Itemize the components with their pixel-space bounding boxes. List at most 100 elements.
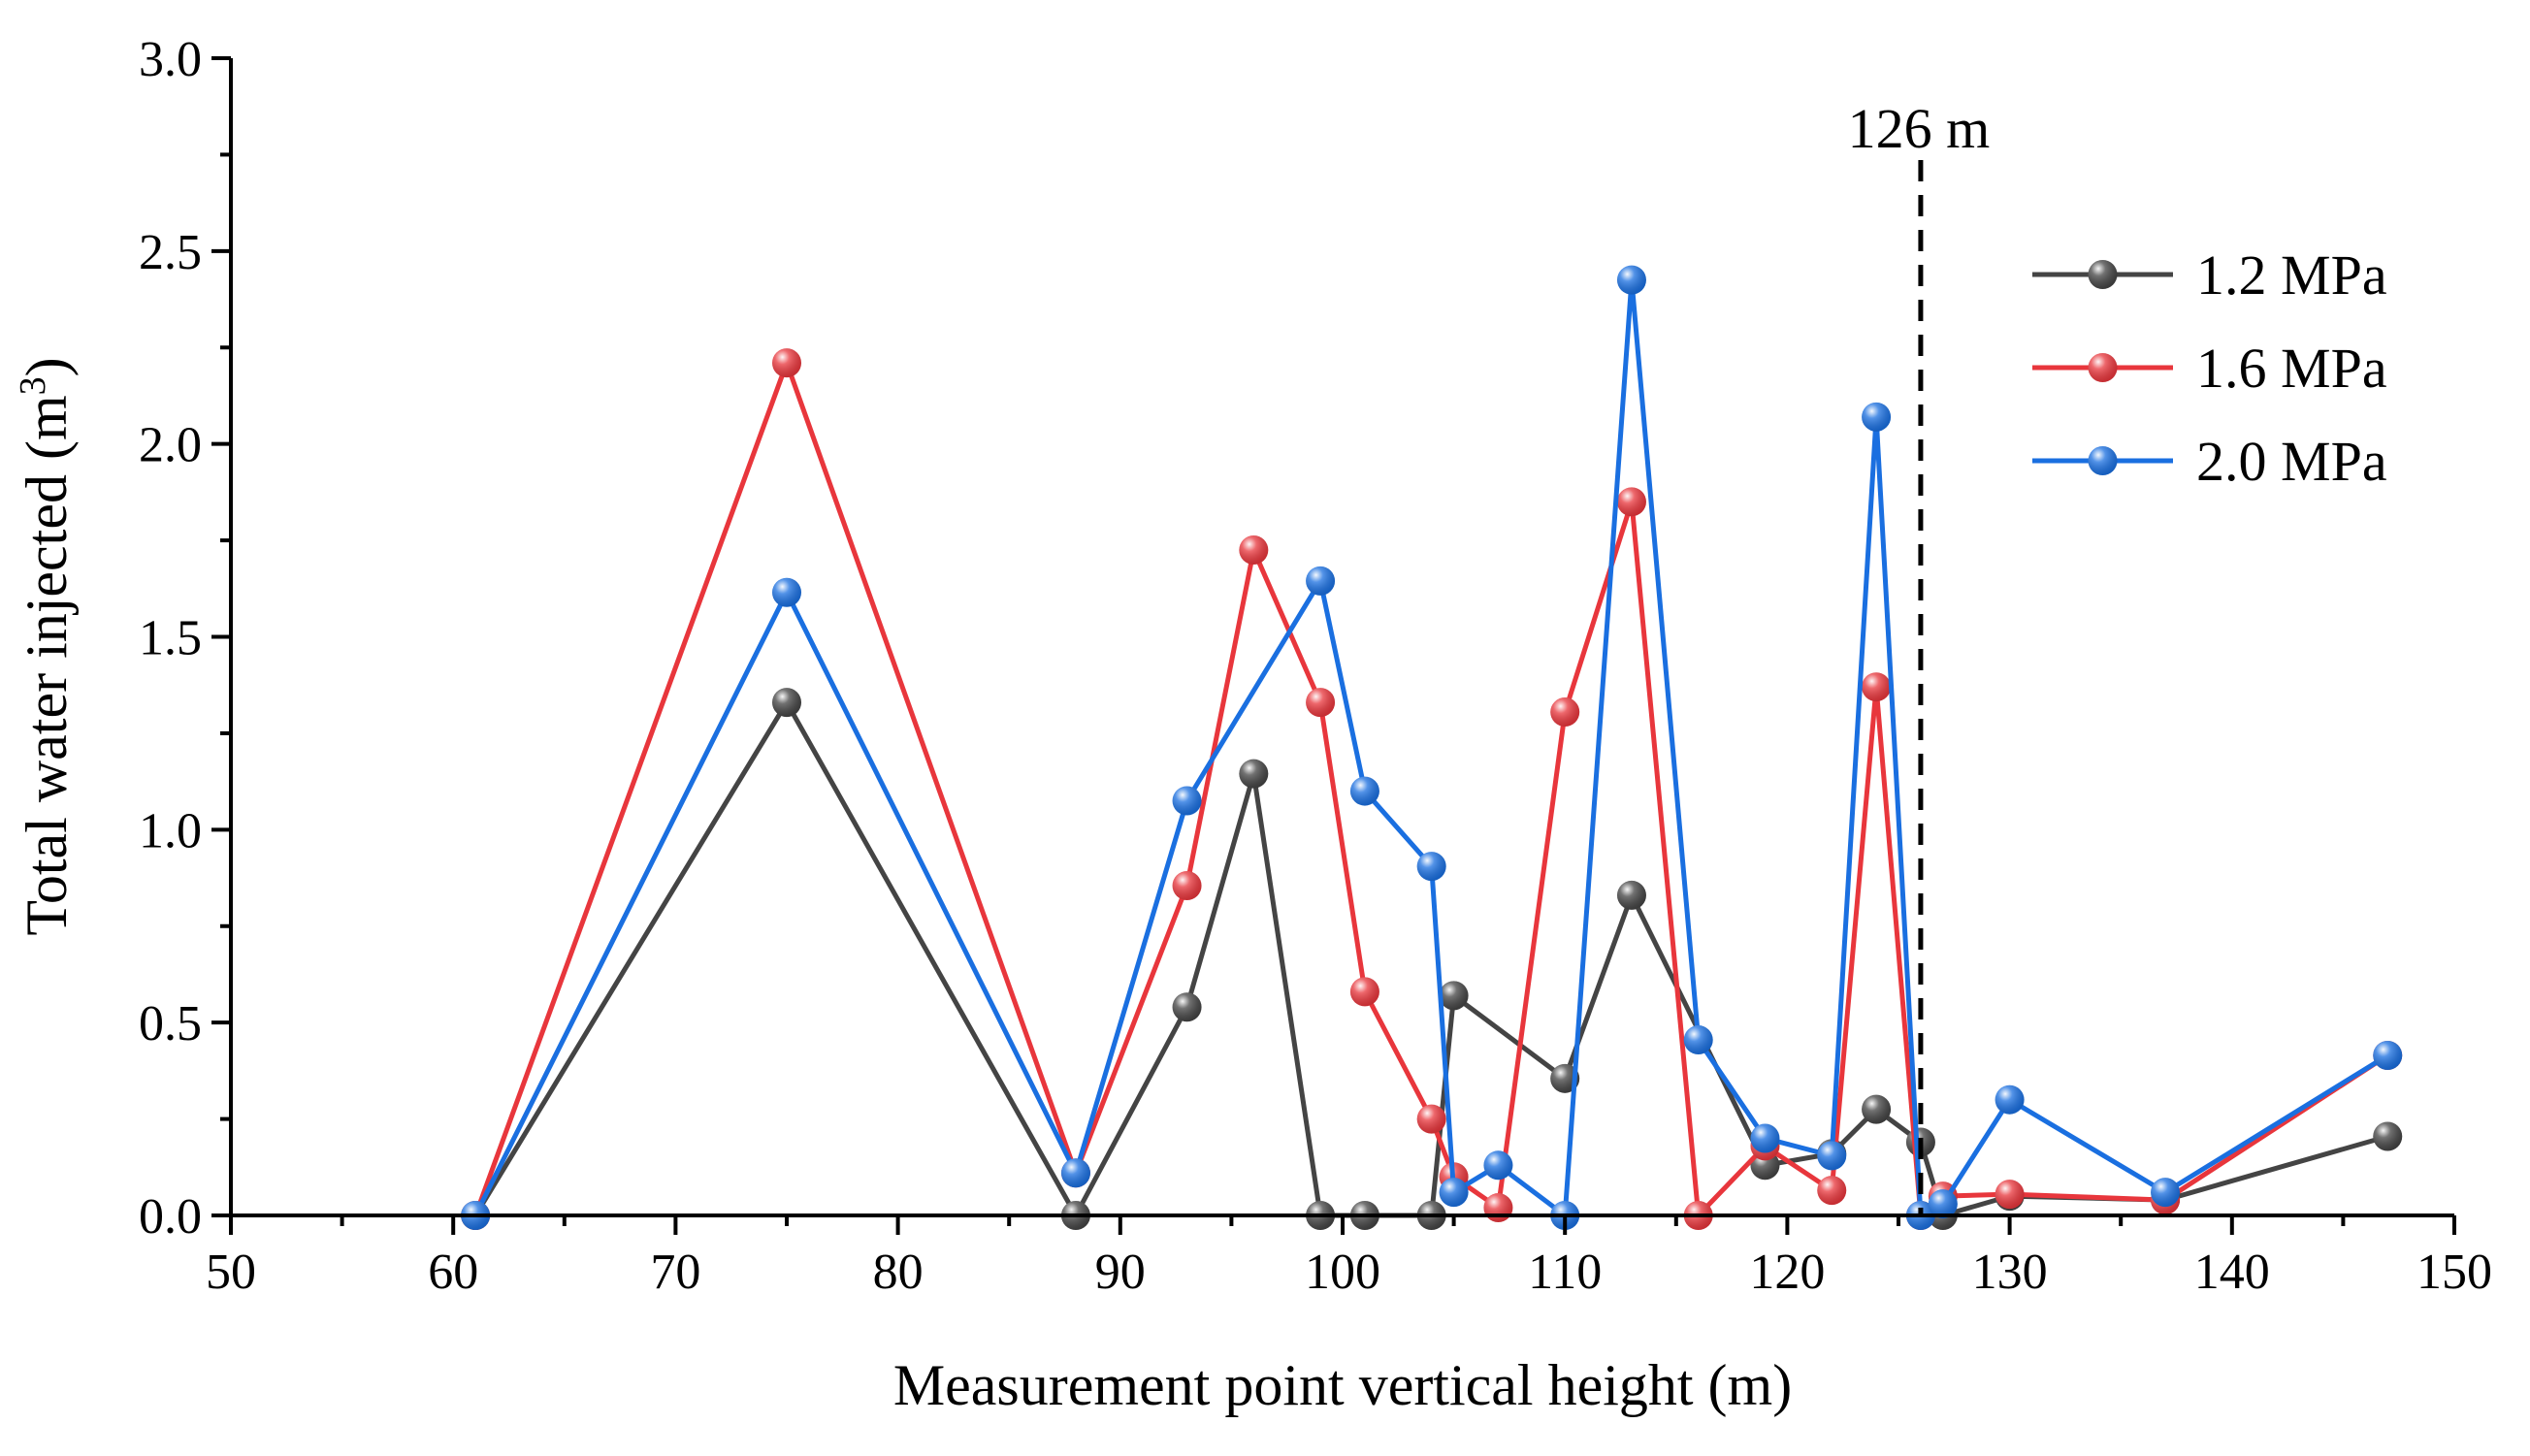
data-point: [772, 688, 801, 718]
data-point-shine: [1483, 1150, 1513, 1181]
data-point-shine: [1862, 672, 1892, 702]
data-point-shine: [1550, 697, 1580, 728]
data-point-shine: [1683, 1025, 1713, 1055]
data-point: [1416, 852, 1446, 882]
data-point: [1550, 697, 1580, 728]
x-tick-label: 70: [650, 1245, 700, 1300]
data-point: [2151, 1178, 2181, 1208]
x-tick-label: 60: [428, 1245, 478, 1300]
y-tick-label: 2.5: [139, 225, 202, 280]
data-point-shine: [1750, 1123, 1780, 1153]
y-tick-label: 0.0: [139, 1189, 202, 1245]
data-point-shine: [1349, 977, 1379, 1007]
data-point-shine: [1862, 402, 1892, 432]
y-axis-title: Total water injected (m3): [13, 357, 79, 935]
data-point-shine: [2373, 1040, 2403, 1070]
data-point-shine: [2151, 1178, 2181, 1208]
data-point: [1862, 672, 1892, 702]
y-tick-label: 0.5: [139, 996, 202, 1052]
data-point-shine: [1995, 1084, 2025, 1115]
data-point: [1616, 487, 1646, 517]
data-point-shine: [772, 688, 801, 718]
data-point: [1349, 776, 1379, 806]
data-point: [1172, 992, 1202, 1022]
x-tick-label: 140: [2194, 1245, 2270, 1300]
data-point: [1750, 1123, 1780, 1153]
legend-item: 2.0 MPa: [2032, 430, 2387, 493]
x-tick-label: 100: [1305, 1245, 1380, 1300]
data-point: [1483, 1193, 1513, 1223]
series-1-2-mpa: [461, 688, 2403, 1230]
series-layer: [461, 265, 2403, 1230]
data-point: [1349, 977, 1379, 1007]
data-point-shine: [1239, 759, 1269, 789]
data-point-shine: [1306, 566, 1336, 596]
legend-label: 1.6 MPa: [2196, 337, 2387, 400]
y-tick-label: 2.0: [139, 418, 202, 473]
x-tick-label: 90: [1095, 1245, 1146, 1300]
x-axis-title: Measurement point vertical height (m): [893, 1353, 1792, 1417]
data-point: [1239, 535, 1269, 566]
data-point-shine: [1239, 535, 1269, 566]
data-point-shine: [1483, 1193, 1513, 1223]
data-point: [772, 348, 801, 378]
data-point: [1483, 1150, 1513, 1181]
y-axis-title-main: Total water injected (m: [15, 395, 79, 935]
series-2-0-mpa: [461, 265, 2403, 1230]
data-point-shine: [1817, 1176, 1847, 1206]
legend-label: 1.2 MPa: [2196, 243, 2387, 307]
series-1-6-mpa: [461, 348, 2403, 1230]
y-tick-label: 1.0: [139, 803, 202, 858]
data-point: [1439, 981, 1469, 1011]
data-point: [1683, 1025, 1713, 1055]
data-point: [1060, 1158, 1090, 1188]
data-point: [1172, 786, 1202, 816]
annotation-label: 126 m: [1848, 97, 1991, 160]
data-point: [1862, 1094, 1892, 1124]
data-point: [772, 577, 801, 607]
data-point-shine: [1995, 1180, 2025, 1210]
data-point-shine: [1172, 992, 1202, 1022]
y-tick-label: 1.5: [139, 611, 202, 666]
data-point: [1817, 1141, 1847, 1171]
x-tick-label: 50: [206, 1245, 256, 1300]
legend-item: 1.2 MPa: [2032, 243, 2387, 307]
x-tick-label: 150: [2416, 1245, 2492, 1300]
data-point-shine: [1616, 880, 1646, 910]
data-point: [1616, 880, 1646, 910]
data-point-shine: [1172, 786, 1202, 816]
data-point: [1995, 1084, 2025, 1115]
data-point-shine: [1817, 1141, 1847, 1171]
data-point-shine: [1928, 1189, 1958, 1219]
data-point-shine: [1616, 265, 1646, 295]
legend-marker-shine: [2088, 446, 2118, 475]
data-point: [2373, 1121, 2403, 1151]
y-tick-label: 3.0: [139, 32, 202, 87]
data-point-shine: [2373, 1121, 2403, 1151]
data-point: [1439, 1178, 1469, 1208]
data-point: [1172, 870, 1202, 900]
y-axis-title-sup: 3: [13, 376, 53, 395]
ticks-layer: 50 60 70 80 90 100 110 120 130 140 150 0.0 0.5 1.0 1.5…: [139, 32, 2492, 1300]
x-tick-label: 110: [1528, 1245, 1602, 1300]
series-line: [472, 360, 2389, 1218]
x-tick-label: 80: [873, 1245, 924, 1300]
legend-item: 1.6 MPa: [2032, 337, 2387, 400]
data-point-shine: [1060, 1158, 1090, 1188]
data-point: [1306, 566, 1336, 596]
data-point: [1995, 1180, 2025, 1210]
data-point-shine: [1416, 1104, 1446, 1134]
data-point-shine: [1416, 852, 1446, 882]
data-point: [2373, 1040, 2403, 1070]
legend-label: 2.0 MPa: [2196, 430, 2387, 493]
data-point-shine: [1862, 1094, 1892, 1124]
data-point: [1416, 1104, 1446, 1134]
data-point-shine: [1172, 870, 1202, 900]
data-point-shine: [1349, 776, 1379, 806]
data-point: [1239, 759, 1269, 789]
y-axis-title-end: ): [15, 357, 79, 376]
data-point: [1928, 1189, 1958, 1219]
legend-marker-shine: [2088, 353, 2118, 382]
data-point-shine: [1306, 688, 1336, 718]
